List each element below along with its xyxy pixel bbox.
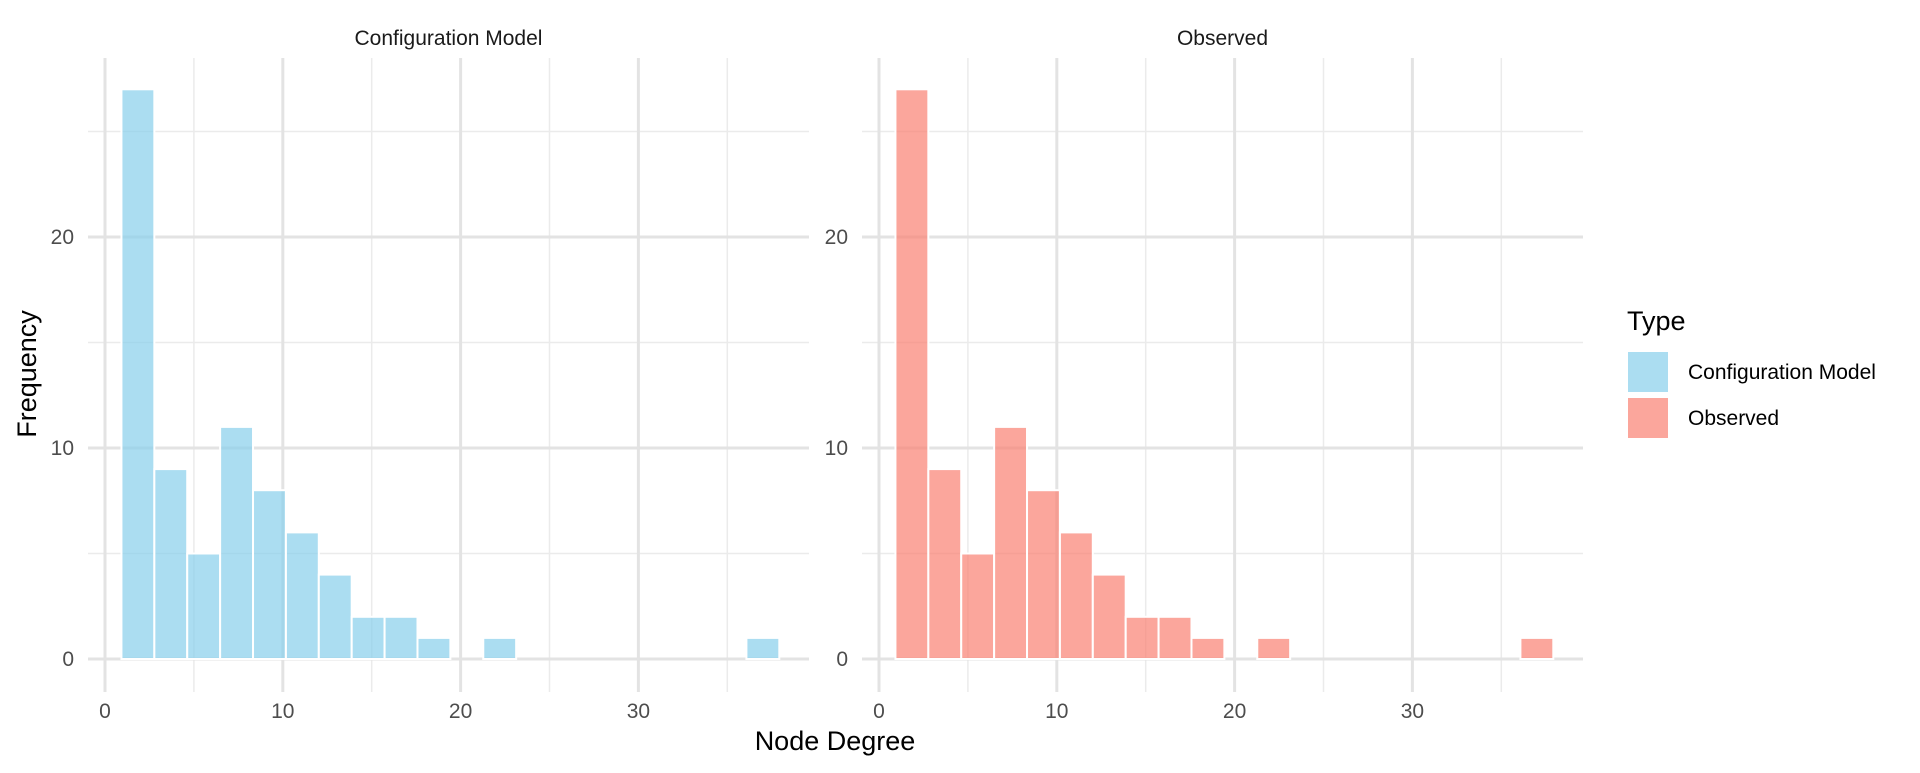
- legend-label: Configuration Model: [1688, 361, 1876, 384]
- x-tick-label: 20: [449, 700, 472, 723]
- bar: [284, 531, 320, 661]
- bar: [960, 552, 996, 660]
- bar: [1519, 636, 1555, 661]
- x-tick-label: 30: [627, 700, 650, 723]
- x-tick-label: 0: [873, 700, 885, 723]
- bar: [1157, 615, 1193, 660]
- y-tick-label: 20: [825, 226, 848, 249]
- bar: [482, 636, 518, 661]
- x-tick-label: 0: [99, 700, 111, 723]
- bar: [1026, 489, 1061, 661]
- bar: [186, 552, 222, 660]
- panels-layer: Configuration Model 0 10 20 0 10 20 30 Observed 0…: [51, 27, 1583, 723]
- legend-key: [1628, 398, 1668, 438]
- bar: [1058, 531, 1094, 661]
- y-tick-label: 10: [51, 437, 74, 460]
- legend: Type Configuration Model Observed: [1627, 306, 1876, 438]
- x-tick-label: 10: [1045, 700, 1068, 723]
- y-tick-label: 20: [51, 226, 74, 249]
- bar: [317, 573, 353, 660]
- bar: [745, 636, 781, 661]
- legend-label: Observed: [1688, 407, 1779, 430]
- legend-title: Type: [1627, 306, 1686, 336]
- bar: [153, 468, 189, 660]
- bar: [927, 468, 963, 660]
- y-tick-label: 0: [62, 648, 74, 671]
- x-tick-label: 20: [1223, 700, 1246, 723]
- bar: [1124, 615, 1160, 660]
- panel-title: Observed: [1177, 27, 1268, 50]
- bar: [1256, 636, 1292, 661]
- panel-title: Configuration Model: [355, 27, 543, 50]
- x-tick-label: 10: [271, 700, 294, 723]
- bar: [416, 636, 452, 661]
- bar: [219, 425, 255, 660]
- bar: [383, 615, 419, 660]
- legend-items: Configuration Model Observed: [1628, 352, 1876, 438]
- bar: [1190, 636, 1226, 661]
- panel-2: Observed 0 10 20 0 10 20 30: [825, 27, 1583, 723]
- y-tick-label: 10: [825, 437, 848, 460]
- y-tick-label: 0: [836, 648, 848, 671]
- bar: [993, 425, 1029, 660]
- bar: [1091, 573, 1127, 660]
- panel-1: Configuration Model 0 10 20 0 10 20 30: [51, 27, 809, 723]
- bar: [894, 88, 930, 661]
- bar: [252, 489, 287, 661]
- y-axis-title: Frequency: [12, 310, 42, 438]
- legend-key: [1628, 352, 1668, 392]
- bar: [120, 88, 156, 661]
- x-tick-label: 30: [1401, 700, 1424, 723]
- x-axis-title: Node Degree: [755, 726, 916, 756]
- bar: [350, 615, 386, 660]
